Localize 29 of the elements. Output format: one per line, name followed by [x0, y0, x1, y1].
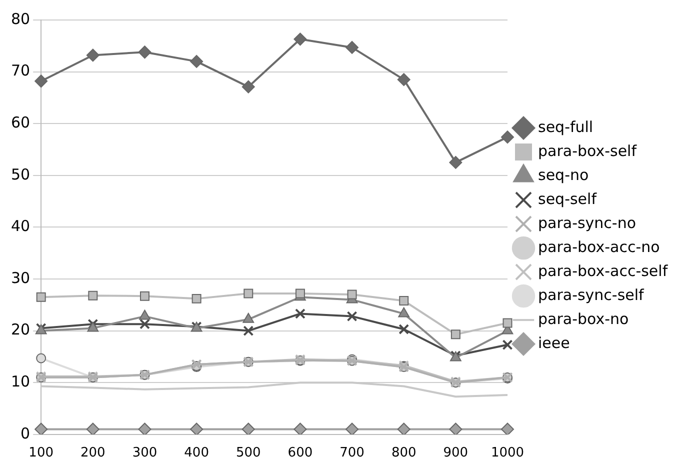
- y-tick-label: 20: [10, 320, 30, 339]
- x-tick-label: 300: [132, 446, 158, 461]
- legend-label: para-box-self: [538, 142, 638, 160]
- y-tick-label: 70: [10, 62, 30, 80]
- x-tick-label: 200: [80, 446, 106, 461]
- legend-label: para-box-no: [538, 310, 629, 328]
- legend-label: seq-no: [538, 166, 589, 184]
- legend-label: seq-self: [538, 190, 598, 208]
- y-tick-label: 80: [10, 10, 30, 28]
- y-tick-label: 10: [10, 372, 30, 390]
- x-tick-label: 400: [184, 446, 209, 461]
- x-tick-label: 600: [288, 446, 313, 461]
- y-tick-label: 40: [10, 217, 30, 236]
- x-tick-label: 500: [236, 446, 261, 461]
- x-tick-label: 800: [391, 446, 416, 461]
- legend-label: para-sync-self: [538, 286, 645, 304]
- x-tick-label: 700: [340, 446, 364, 461]
- legend-label: ieee: [538, 334, 570, 352]
- x-tick-label: 900: [443, 446, 468, 461]
- y-tick-label: 30: [10, 268, 30, 287]
- legend-label: para-box-acc-self: [538, 262, 668, 280]
- y-tick-label: 0: [20, 424, 30, 442]
- y-tick-label: 50: [10, 165, 30, 184]
- y-tick-label: 60: [10, 113, 30, 132]
- x-tick-label: 100: [28, 446, 54, 461]
- legend-label: seq-full: [538, 118, 594, 136]
- legend-label: para-sync-no: [538, 214, 636, 232]
- x-tick-label: 1000: [490, 446, 524, 461]
- legend-label: para-box-acc-no: [538, 238, 660, 256]
